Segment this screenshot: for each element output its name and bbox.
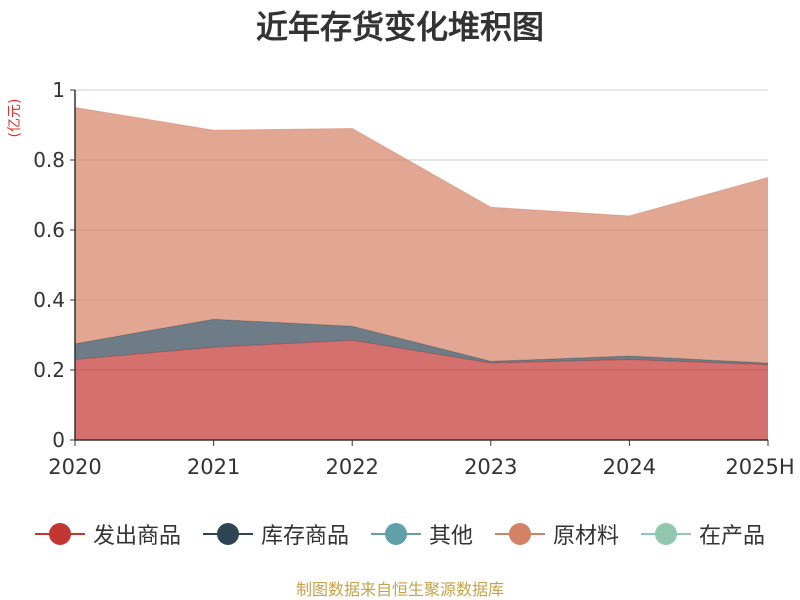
legend: 发出商品 库存商品 其他 原材料 在产品 bbox=[0, 514, 800, 554]
y-tick-label: 0.8 bbox=[33, 148, 65, 172]
area-series-group bbox=[74, 107, 769, 440]
source-note: 制图数据来自恒生聚源数据库 bbox=[295, 580, 504, 599]
y-tick-label: 0.4 bbox=[33, 288, 65, 312]
y-tick-label: 0 bbox=[52, 428, 65, 452]
y-axis-unit-label: (亿元) bbox=[7, 99, 23, 138]
legend-item[interactable]: 原材料 bbox=[495, 518, 619, 550]
x-tick-label: 2024 bbox=[603, 455, 656, 479]
legend-marker-icon bbox=[202, 523, 253, 545]
legend-item[interactable]: 发出商品 bbox=[34, 518, 181, 550]
legend-label: 在产品 bbox=[699, 524, 766, 549]
x-tick-label: 2021 bbox=[187, 455, 240, 479]
legend-item[interactable]: 在产品 bbox=[641, 518, 765, 550]
y-tick-label: 0.2 bbox=[33, 358, 65, 382]
series-area-库存商品 bbox=[75, 319, 768, 365]
x-tick-label: 2020 bbox=[48, 455, 101, 479]
series-area-发出商品 bbox=[75, 340, 768, 440]
series-area-原材料 bbox=[75, 107, 768, 363]
legend-label: 库存商品 bbox=[260, 524, 349, 549]
chart-title: 近年存货变化堆积图 bbox=[256, 8, 544, 46]
y-tick-label: 1 bbox=[52, 78, 65, 102]
x-tick-label: 2022 bbox=[325, 455, 378, 479]
axes: 0 0.2 0.4 0.6 0.8 1 2020 2021 2022 2023 2024 2025H bbox=[33, 78, 794, 479]
y-tick-label: 0.6 bbox=[33, 218, 65, 242]
legend-item[interactable]: 库存商品 bbox=[202, 518, 349, 550]
legend-item[interactable]: 其他 bbox=[370, 518, 473, 550]
series-line-原材料 bbox=[74, 107, 769, 217]
legend-label: 发出商品 bbox=[92, 524, 181, 549]
x-tick-label: 2023 bbox=[464, 455, 517, 479]
legend-marker-icon bbox=[34, 523, 85, 545]
legend-marker-icon bbox=[495, 523, 545, 545]
legend-marker-icon bbox=[641, 523, 692, 545]
x-tick-label: 2025H bbox=[725, 455, 794, 479]
legend-marker-icon bbox=[370, 523, 421, 545]
legend-label: 原材料 bbox=[553, 524, 620, 549]
legend-label: 其他 bbox=[428, 524, 473, 549]
